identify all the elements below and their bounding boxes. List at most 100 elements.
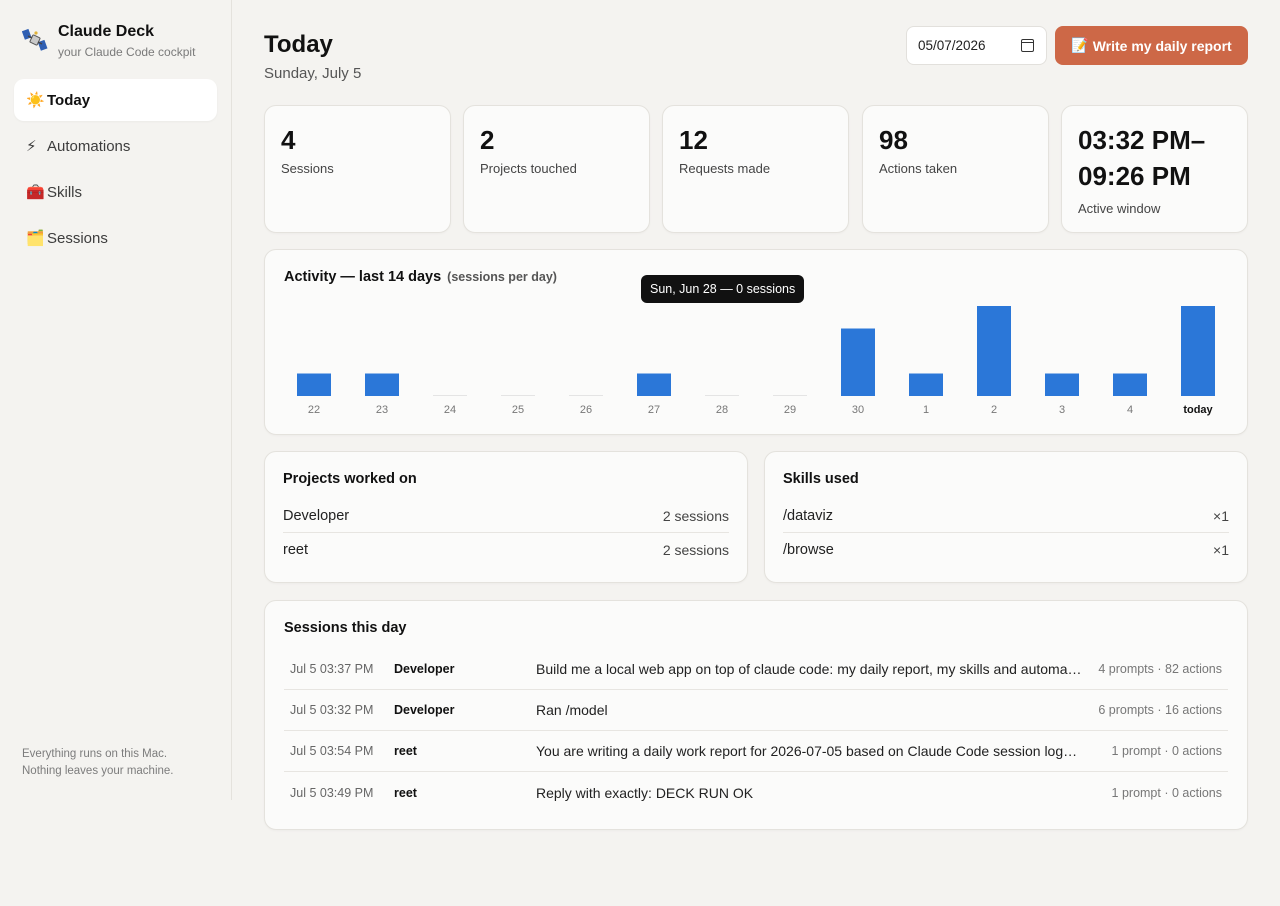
footer-line: Nothing leaves your machine. — [22, 765, 174, 777]
lightning-icon: ⚡ — [26, 138, 37, 155]
session-row[interactable]: Jul 5 03:49 PM reet Reply with exactly: … — [284, 772, 1228, 813]
chart-tooltip: Sun, Jun 28 — 0 sessions — [641, 275, 805, 303]
session-prompt: Ran /model — [536, 702, 608, 718]
stat-label: Projects touched — [480, 161, 577, 176]
session-project: Developer — [394, 662, 455, 676]
calendar-icon[interactable] — [1021, 39, 1034, 52]
stat-card-sessions: 4 Sessions — [264, 105, 451, 233]
sidebar-item-label: Automations — [47, 137, 131, 155]
chart-x-tick-label: 23 — [376, 404, 388, 416]
skills-title: Skills used — [783, 471, 859, 487]
stat-value: 98 — [879, 125, 908, 155]
sidebar-item-automations[interactable]: ⚡ Automations — [14, 125, 217, 167]
activity-chart: 22 23 24 25 26 27 28 29 30 1 2 3 4 today — [297, 306, 1215, 416]
chart-x-tick-label: 26 — [580, 404, 592, 416]
sidebar-item-sessions[interactable]: 🗂️ Sessions — [14, 217, 217, 259]
report-button-label: Write my daily report — [1092, 37, 1232, 54]
stat-value: 03:32 PM– — [1078, 125, 1206, 155]
memo-icon: 📝 — [1071, 37, 1089, 53]
session-prompt: Build me a local web app on top of claud… — [536, 661, 1084, 677]
chart-x-tick-label: 3 — [1059, 404, 1065, 416]
chart-bar-empty[interactable] — [433, 395, 467, 396]
chart-bar[interactable] — [365, 373, 399, 397]
projects-card: Projects worked on Developer 2 sessions … — [264, 451, 748, 583]
sidebar-item-label: Sessions — [47, 229, 108, 247]
skill-count: ×1 — [1213, 542, 1229, 558]
projects-title: Projects worked on — [283, 471, 417, 487]
session-prompt: You are writing a daily work report for … — [536, 743, 1084, 759]
chart-bar-empty[interactable] — [705, 395, 739, 396]
page-title: Today — [264, 31, 333, 58]
chart-x-tick-label: 1 — [923, 404, 929, 416]
chart-x-tick-label: 29 — [784, 404, 796, 416]
sidebar-item-today[interactable]: ☀️ Today — [14, 79, 217, 121]
list-item[interactable]: reet 2 sessions — [283, 533, 729, 567]
session-stats: 4 prompts · 82 actions — [1098, 662, 1222, 676]
skill-count: ×1 — [1213, 507, 1229, 524]
sidebar: Claude Deck your Claude Code cockpit ☀️ … — [0, 0, 232, 800]
chart-title: Activity — last 14 days (sessions per day… — [284, 269, 557, 285]
chart-bar[interactable] — [297, 373, 331, 397]
satellite-icon — [22, 28, 48, 51]
chart-subtitle: (sessions per day) — [447, 270, 557, 284]
stat-label: Active window — [1078, 201, 1161, 216]
project-count: 2 sessions — [662, 507, 729, 524]
folder-icon: 🗂️ — [26, 230, 45, 247]
footer-line: Everything runs on this Mac. — [22, 748, 168, 760]
chart-x-tick-label: 28 — [716, 404, 728, 416]
list-item[interactable]: /dataviz ×1 — [783, 499, 1229, 533]
chart-x-tick-label: 4 — [1127, 404, 1133, 416]
sidebar-item-label: Skills — [47, 183, 83, 201]
session-stats: 1 prompt · 0 actions — [1111, 785, 1222, 800]
chart-bar[interactable] — [977, 306, 1011, 396]
skills-card: Skills used /dataviz ×1 /browse ×1 — [764, 451, 1248, 583]
list-item[interactable]: /browse ×1 — [783, 533, 1229, 567]
date-value: 05/07/2026 — [918, 38, 986, 53]
skill-name: /dataviz — [783, 507, 833, 524]
chart-bar[interactable] — [909, 373, 943, 397]
stat-card-projects: 2 Projects touched — [463, 105, 650, 233]
chart-bar[interactable] — [841, 328, 875, 397]
activity-chart-card: 22 23 24 25 26 27 28 29 30 1 2 3 4 today Activity — l… — [264, 249, 1248, 435]
stat-value: 2 — [480, 125, 495, 155]
sidebar-nav: ☀️ Today ⚡ Automations 🧰 Skills 🗂️ Sessi… — [14, 79, 217, 263]
session-row[interactable]: Jul 5 03:32 PM Developer Ran /model 6 pr… — [284, 690, 1228, 731]
session-prompt: Reply with exactly: DECK RUN OK — [536, 784, 754, 801]
chart-bar-empty[interactable] — [501, 395, 535, 396]
stat-label: Sessions — [281, 161, 334, 176]
sidebar-footer: Everything runs on this Mac. Nothing lea… — [22, 746, 174, 780]
session-row[interactable]: Jul 5 03:54 PM reet You are writing a da… — [284, 731, 1228, 772]
chart-bar-empty[interactable] — [569, 395, 603, 396]
write-daily-report-button[interactable]: 📝 Write my daily report — [1055, 26, 1248, 65]
session-row[interactable]: Jul 5 03:37 PM Developer Build me a loca… — [284, 649, 1228, 690]
stat-value: 12 — [679, 125, 708, 155]
sidebar-item-skills[interactable]: 🧰 Skills — [14, 171, 217, 213]
chart-bar[interactable] — [637, 373, 671, 397]
chart-x-tick-label: today — [1183, 404, 1213, 416]
chart-bar[interactable] — [1113, 373, 1147, 397]
skill-name: /browse — [783, 542, 834, 558]
session-project: reet — [394, 785, 417, 800]
project-name: reet — [283, 542, 308, 558]
list-item[interactable]: Developer 2 sessions — [283, 499, 729, 533]
chart-bar[interactable] — [1045, 373, 1079, 397]
stat-value: 09:26 PM — [1078, 161, 1191, 191]
session-project: reet — [394, 744, 417, 758]
brand: Claude Deck your Claude Code cockpit — [22, 22, 195, 59]
toolbox-icon: 🧰 — [26, 184, 45, 201]
chart-bar[interactable] — [1181, 306, 1215, 396]
sessions-card: Sessions this day Jul 5 03:37 PM Develop… — [264, 600, 1248, 830]
chart-bar-empty[interactable] — [773, 395, 807, 396]
session-stats: 6 prompts · 16 actions — [1098, 703, 1222, 717]
project-name: Developer — [283, 507, 350, 524]
session-time: Jul 5 03:32 PM — [290, 703, 374, 717]
stat-card-requests: 12 Requests made — [662, 105, 849, 233]
chart-x-tick-label: 25 — [512, 404, 524, 416]
session-time: Jul 5 03:37 PM — [290, 662, 374, 676]
page-date: Sunday, July 5 — [264, 65, 362, 82]
app-title: Claude Deck — [58, 23, 155, 40]
project-count: 2 sessions — [662, 542, 729, 558]
date-picker-input[interactable]: 05/07/2026 — [906, 26, 1047, 65]
stat-label: Actions taken — [879, 161, 958, 176]
session-time: Jul 5 03:49 PM — [290, 785, 374, 800]
